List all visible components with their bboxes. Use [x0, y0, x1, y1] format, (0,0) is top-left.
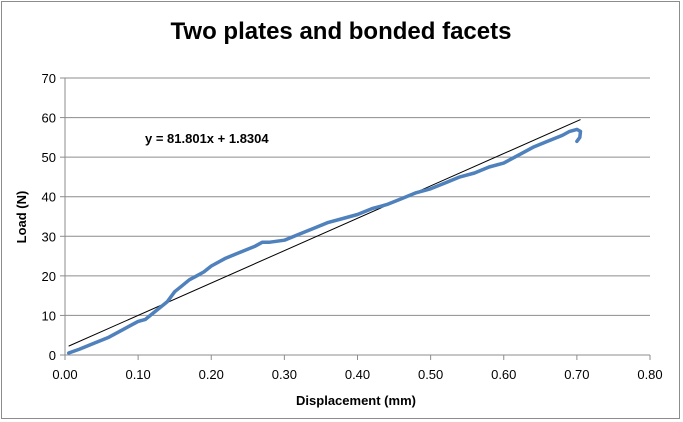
y-tick-label: 70: [42, 71, 56, 86]
y-tick-label: 30: [42, 229, 56, 244]
y-tick-labels: 0 10 20 30 40 50 60 70: [42, 71, 56, 363]
x-tick-label: 0.20: [199, 367, 224, 382]
trendline: [68, 119, 581, 347]
y-tick-label: 10: [42, 308, 56, 323]
x-tick-label: 0.60: [491, 367, 516, 382]
chart-title: Two plates and bonded facets: [171, 18, 512, 45]
trendline-group: [68, 119, 581, 347]
y-tick-label: 40: [42, 190, 56, 205]
axes: [60, 77, 651, 360]
series-group: [66, 127, 583, 355]
x-tick-label: 0.80: [637, 367, 662, 382]
x-tick-labels: 0.00 0.10 0.20 0.30 0.40 0.50 0.60 0.70 0.80: [52, 367, 662, 382]
x-tick-label: 0.50: [418, 367, 443, 382]
x-tick-label: 0.70: [564, 367, 589, 382]
y-axis-label: Load (N): [14, 191, 29, 244]
series-line: [66, 127, 583, 355]
x-tick-label: 0.10: [125, 367, 150, 382]
x-axis-label: Displacement (mm): [296, 393, 416, 408]
y-tick-label: 50: [42, 150, 56, 165]
x-tick-label: 0.40: [345, 367, 370, 382]
x-tick-label: 0.30: [272, 367, 297, 382]
x-tick-label: 0.00: [52, 367, 77, 382]
y-tick-label: 60: [42, 111, 56, 126]
y-tick-label: 20: [42, 269, 56, 284]
gridlines: [65, 77, 650, 316]
trendline-equation: y = 81.801x + 1.8304: [145, 131, 269, 146]
y-tick-label: 0: [49, 348, 56, 363]
